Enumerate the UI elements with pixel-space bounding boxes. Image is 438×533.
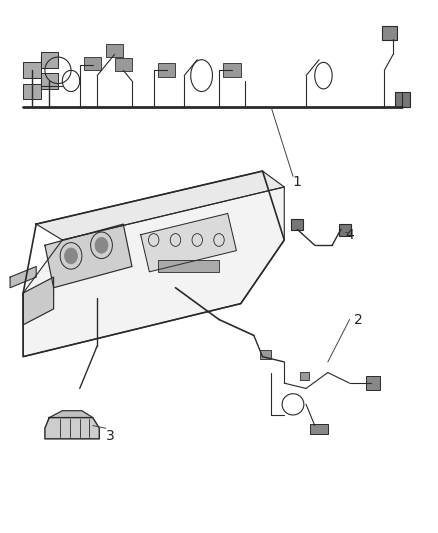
Bar [106,44,123,57]
Text: 3: 3 [106,429,115,443]
Bar [223,63,241,77]
Bar [158,63,176,77]
Text: 2: 2 [354,312,363,327]
Bar [395,92,410,108]
Bar [115,58,132,71]
Bar [23,62,41,78]
Polygon shape [141,214,237,272]
Polygon shape [23,187,284,357]
Polygon shape [45,224,132,288]
Text: 1: 1 [293,175,302,189]
Bar [382,26,397,39]
Bar [339,224,351,236]
Bar [23,84,41,100]
Circle shape [64,248,78,264]
Bar [158,260,219,272]
Polygon shape [23,277,53,325]
Polygon shape [49,411,93,418]
Bar [311,424,328,433]
Bar [260,350,271,359]
Polygon shape [45,418,99,439]
Polygon shape [10,266,36,288]
Polygon shape [36,171,284,240]
Bar [84,57,102,70]
Bar [366,376,380,390]
Bar [300,372,309,381]
Bar [41,73,58,89]
Bar [291,219,303,230]
Bar [41,52,58,68]
Circle shape [95,237,108,253]
Text: 4: 4 [345,228,354,241]
